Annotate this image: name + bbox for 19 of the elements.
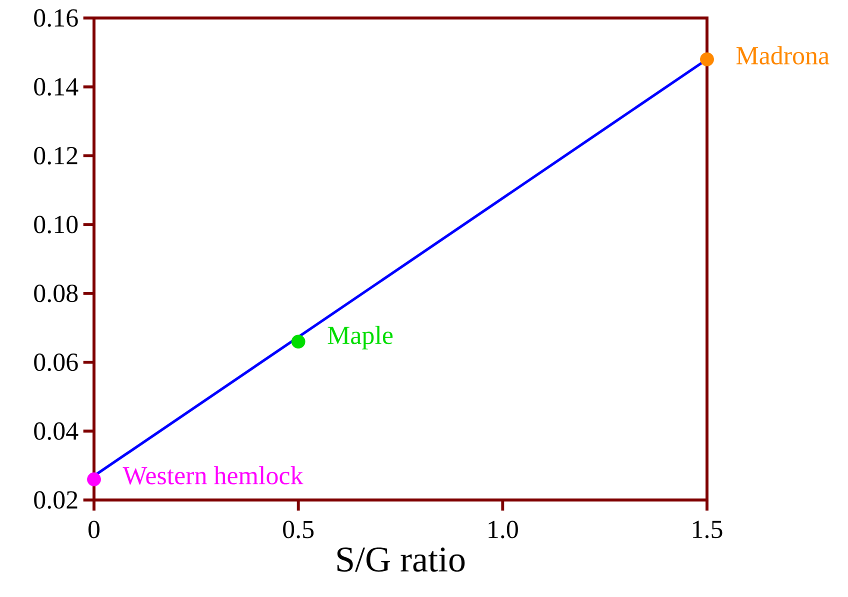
x-tick-label: 1.5 <box>693 520 722 538</box>
y-tick-label: 0.10 <box>34 216 78 234</box>
x-tick-label: 0 <box>88 520 100 538</box>
y-tick-label: 0.04 <box>34 422 78 440</box>
x-axis-title: S/G ratio <box>337 548 465 572</box>
y-tick-label: 0.12 <box>34 146 78 165</box>
y-tick-label: 0.14 <box>34 78 78 96</box>
point <box>291 334 306 349</box>
series-label: Western hemlock <box>122 466 304 485</box>
y-tick-label: 0.08 <box>34 284 78 302</box>
y-tick-label: 0.02 <box>34 491 78 509</box>
point <box>700 52 714 66</box>
series-label: Madrona <box>736 46 830 64</box>
x-tick-label: 1.0 <box>488 520 518 538</box>
y-tick-label: 0.06 <box>34 353 78 372</box>
point <box>87 472 101 486</box>
y-tick-label: 0.16 <box>34 9 78 27</box>
x-tick-label: 0.5 <box>283 520 314 538</box>
series-label: Maple <box>328 326 393 350</box>
